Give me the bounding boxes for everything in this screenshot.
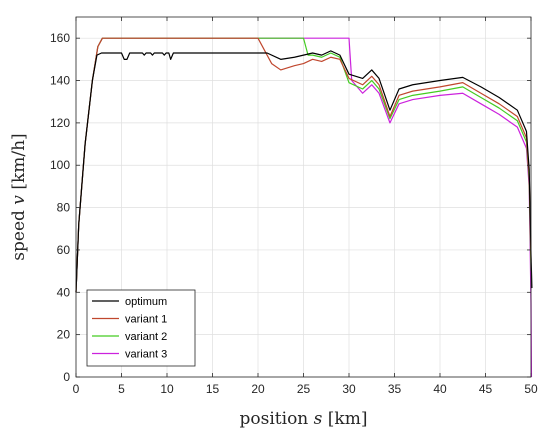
y-tick-label: 20 bbox=[57, 328, 71, 342]
x-tick-label: 50 bbox=[524, 382, 538, 396]
x-tick-label: 15 bbox=[206, 382, 220, 396]
y-axis-label: speed v [km/h] bbox=[9, 133, 29, 260]
x-tick-label: 10 bbox=[160, 382, 174, 396]
y-tick-label: 0 bbox=[63, 370, 70, 384]
x-tick-label: 35 bbox=[388, 382, 402, 396]
legend-entry-label: optimum bbox=[125, 296, 167, 308]
x-tick-label: 45 bbox=[479, 382, 493, 396]
y-tick-label: 60 bbox=[57, 243, 71, 257]
x-tick-label: 30 bbox=[342, 382, 356, 396]
x-axis-variable: s bbox=[314, 409, 323, 429]
tick-labels: 0 5 10 15 20 25 30 35 40 45 50 0 20 40 60 80 100 120 140 16… bbox=[50, 31, 538, 396]
x-tick-label: 5 bbox=[118, 382, 125, 396]
legend-entry-label: variant 1 bbox=[125, 314, 167, 326]
y-tick-label: 100 bbox=[50, 158, 70, 172]
y-tick-label: 120 bbox=[50, 116, 70, 130]
legend-entry-label: variant 2 bbox=[125, 331, 167, 343]
x-axis-label: position s [km] bbox=[240, 409, 368, 429]
y-tick-label: 40 bbox=[57, 285, 71, 299]
x-tick-label: 0 bbox=[73, 382, 80, 396]
x-tick-label: 25 bbox=[297, 382, 311, 396]
x-tick-label: 40 bbox=[433, 382, 447, 396]
series-line-optimum bbox=[75, 50, 533, 293]
series-line-variant-1 bbox=[75, 37, 532, 293]
y-tick-label: 80 bbox=[57, 201, 71, 215]
y-tick-label: 160 bbox=[50, 31, 70, 45]
legend-entry-label: variant 3 bbox=[125, 349, 167, 361]
tick-marks bbox=[75, 17, 532, 378]
y-axis-variable: v bbox=[9, 195, 29, 205]
series-lines bbox=[75, 37, 533, 378]
legend: optimum variant 1 variant 2 variant 3 bbox=[86, 289, 196, 367]
y-tick-label: 140 bbox=[50, 74, 70, 88]
x-tick-label: 20 bbox=[251, 382, 265, 396]
